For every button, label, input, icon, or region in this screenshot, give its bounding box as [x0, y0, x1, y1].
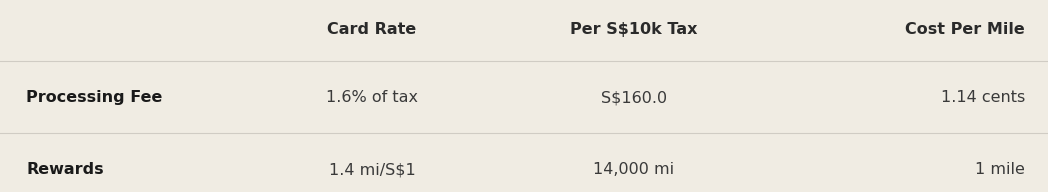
Text: Processing Fee: Processing Fee	[26, 90, 162, 105]
Text: Card Rate: Card Rate	[327, 22, 417, 37]
Text: 1.4 mi/S$1: 1.4 mi/S$1	[329, 162, 415, 177]
Text: 14,000 mi: 14,000 mi	[593, 162, 675, 177]
Text: Per S$10k Tax: Per S$10k Tax	[570, 22, 698, 37]
Text: 1 mile: 1 mile	[975, 162, 1025, 177]
Text: Cost Per Mile: Cost Per Mile	[905, 22, 1025, 37]
Text: 1.14 cents: 1.14 cents	[941, 90, 1025, 105]
Text: 1.6% of tax: 1.6% of tax	[326, 90, 418, 105]
Text: Rewards: Rewards	[26, 162, 104, 177]
Text: S$160.0: S$160.0	[601, 90, 668, 105]
